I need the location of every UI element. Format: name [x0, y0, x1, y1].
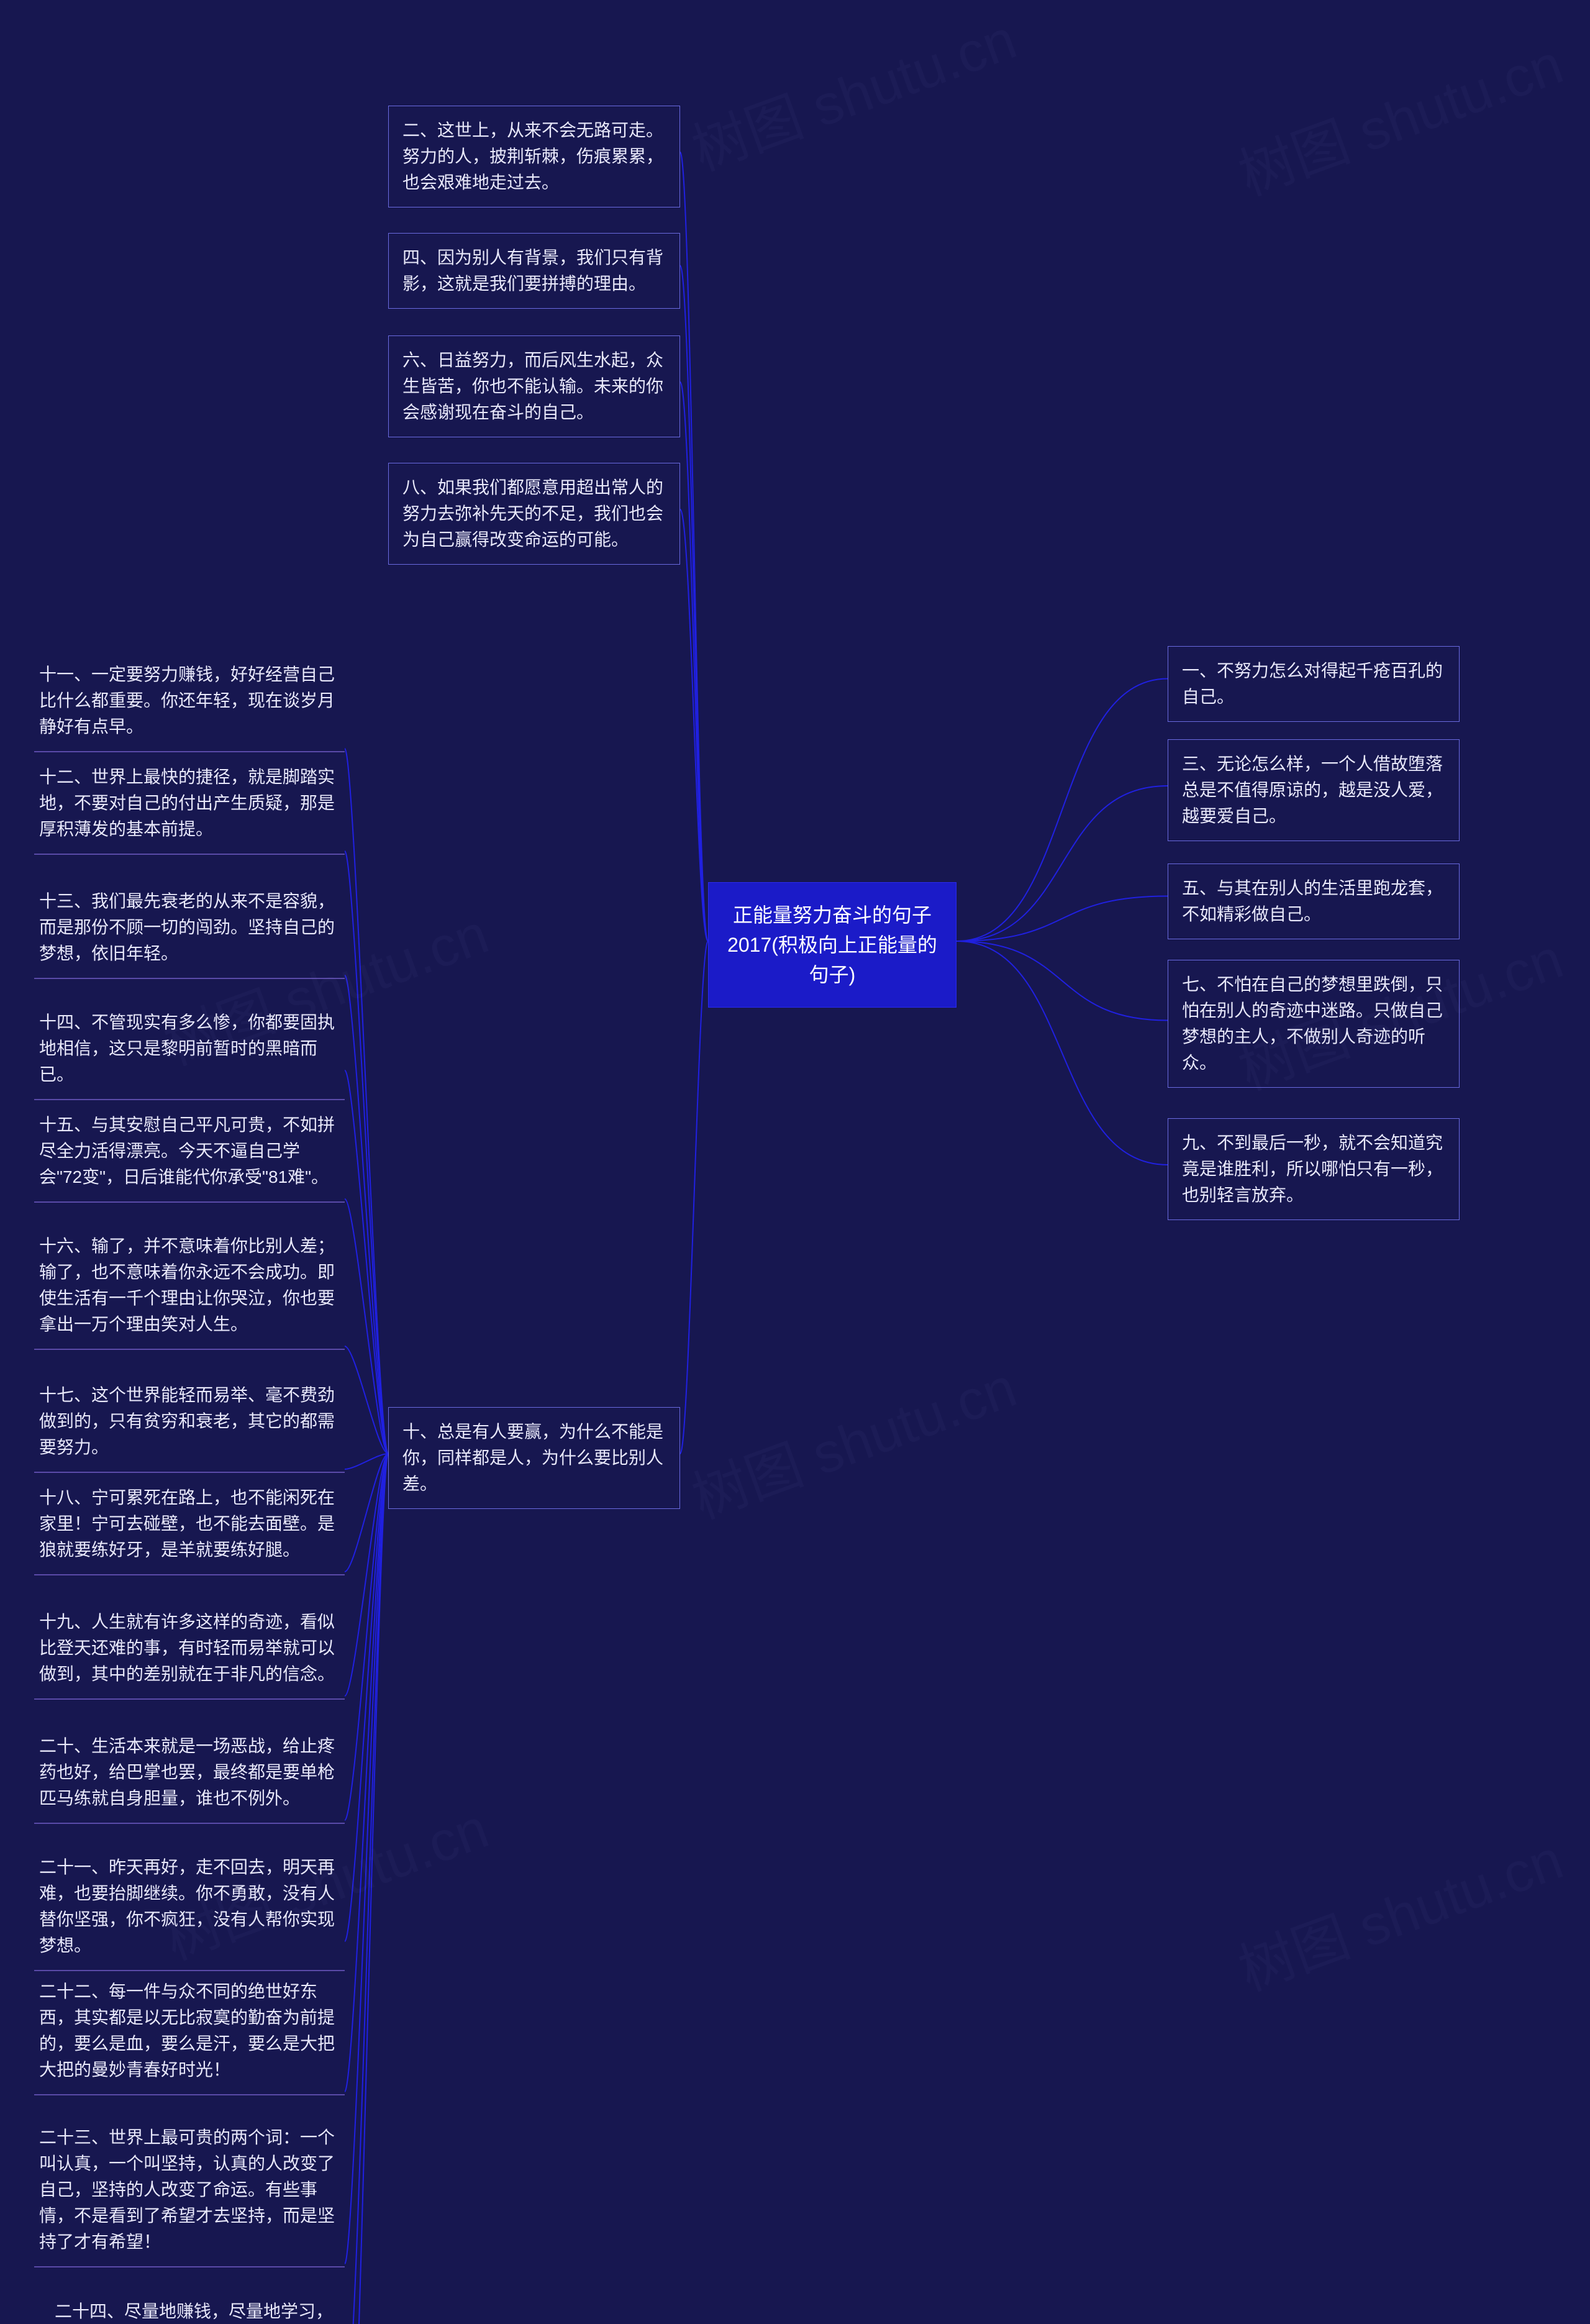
mindmap-canvas: { "type": "mindmap", "background_color":… — [0, 0, 1590, 2324]
left-leaf: 十二、世界上最快的捷径，就是脚踏实地，不要对自己的付出产生质疑，那是厚积薄发的基… — [34, 764, 345, 855]
left-leaf: 二十二、每一件与众不同的绝世好东西，其实都是以无比寂寞的勤奋为前提的，要么是血，… — [34, 1979, 345, 2095]
left-leaf: 十八、宁可累死在路上，也不能闲死在家里！宁可去碰壁，也不能去面壁。是狼就要练好牙… — [34, 1485, 345, 1575]
left-leaf: 十七、这个世界能轻而易举、毫不费劲做到的，只有贫穷和衰老，其它的都需要努力。 — [34, 1382, 345, 1473]
right-node: 九、不到最后一秒，就不会知道究竟是谁胜利，所以哪怕只有一秒，也别轻言放弃。 — [1168, 1118, 1460, 1220]
watermark: 树图 shutu.cn — [679, 0, 1025, 186]
top-node: 二、这世上，从来不会无路可走。努力的人，披荆斩棘，伤痕累累，也会艰难地走过去。 — [388, 106, 680, 207]
left-leaf: 十三、我们最先衰老的从来不是容貌，而是那份不顾一切的闯劲。坚持自己的梦想，依旧年… — [34, 888, 345, 979]
left-leaf: 十六、输了，并不意味着你比别人差；输了，也不意味着你永远不会成功。即使生活有一千… — [34, 1233, 345, 1350]
left-leaf: 二十四、尽量地赚钱，尽量地学习，尽量地经历，尽量地旅游，尽量地吃好东西，人生就比… — [50, 2299, 348, 2324]
watermark: 树图 shutu.cn — [679, 1342, 1025, 1534]
center-node: 正能量努力奋斗的句子2017(积极向上正能量的句子) — [708, 882, 956, 1008]
left-leaf: 十一、一定要努力赚钱，好好经营自己比什么都重要。你还年轻，现在谈岁月静好有点早。 — [34, 662, 345, 752]
right-node: 七、不怕在自己的梦想里跌倒，只怕在别人的奇迹中迷路。只做自己梦想的主人，不做别人… — [1168, 960, 1460, 1088]
right-node: 三、无论怎么样，一个人借故堕落总是不值得原谅的，越是没人爱，越要爱自己。 — [1168, 739, 1460, 841]
top-node: 八、如果我们都愿意用超出常人的努力去弥补先天的不足，我们也会为自己赢得改变命运的… — [388, 463, 680, 565]
right-node: 五、与其在别人的生活里跑龙套，不如精彩做自己。 — [1168, 864, 1460, 939]
left-leaf: 十九、人生就有许多这样的奇迹，看似比登天还难的事，有时轻而易举就可以做到，其中的… — [34, 1609, 345, 1700]
left-leaf: 二十一、昨天再好，走不回去，明天再难，也要抬脚继续。你不勇敢，没有人替你坚强，你… — [34, 1854, 345, 1971]
top-node: 六、日益努力，而后风生水起，众生皆苦，你也不能认输。未来的你会感谢现在奋斗的自己… — [388, 335, 680, 437]
bottom-node: 十、总是有人要赢，为什么不能是你，同样都是人，为什么要比别人差。 — [388, 1407, 680, 1509]
left-leaf: 二十、生活本来就是一场恶战，给止疼药也好，给巴掌也罢，最终都是要单枪匹马练就自身… — [34, 1733, 345, 1824]
watermark: 树图 shutu.cn — [1226, 19, 1572, 211]
left-leaf: 十四、不管现实有多么惨，你都要固执地相信，这只是黎明前暂时的黑暗而已。 — [34, 1009, 345, 1100]
left-leaf: 二十三、世界上最可贵的两个词：一个叫认真，一个叫坚持，认真的人改变了自己，坚持的… — [34, 2125, 345, 2267]
watermark: 树图 shutu.cn — [1226, 1815, 1572, 2007]
right-node: 一、不努力怎么对得起千疮百孔的自己。 — [1168, 646, 1460, 722]
left-leaf: 十五、与其安慰自己平凡可贵，不如拼尽全力活得漂亮。今天不逼自己学会"72变"，日… — [34, 1112, 345, 1203]
top-node: 四、因为别人有背景，我们只有背影，这就是我们要拼搏的理由。 — [388, 233, 680, 309]
